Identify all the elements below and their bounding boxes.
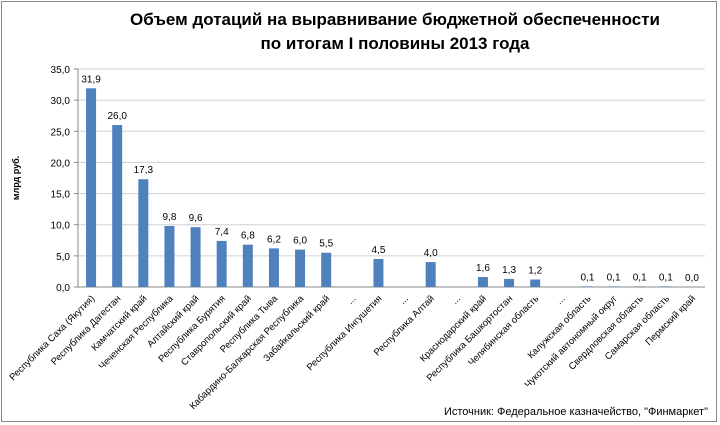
x-tick-label: ... <box>450 293 463 306</box>
data-label: 5,5 <box>319 239 333 250</box>
data-label: 0,1 <box>580 272 594 283</box>
bar <box>530 279 541 287</box>
data-label: 4,0 <box>424 248 438 259</box>
data-label: 17,3 <box>134 165 154 176</box>
data-label: 26,0 <box>107 111 127 122</box>
y-tick-label: 0,0 <box>56 283 70 294</box>
y-tick-label: 35,0 <box>51 65 71 76</box>
data-label: 6,8 <box>241 231 255 242</box>
y-tick-label: 10,0 <box>51 221 71 232</box>
bar <box>295 249 306 287</box>
data-label: 0,1 <box>659 272 673 283</box>
bar <box>216 240 227 287</box>
y-tick-label: 15,0 <box>51 190 71 201</box>
data-label: 1,2 <box>528 266 542 277</box>
data-label: 9,8 <box>162 212 176 223</box>
bar <box>608 286 619 287</box>
data-label: 9,6 <box>189 213 203 224</box>
bar <box>242 244 253 287</box>
bar <box>86 88 97 288</box>
data-label: 7,4 <box>215 227 229 238</box>
data-label: 1,6 <box>476 263 490 274</box>
data-label: 6,0 <box>293 236 307 247</box>
x-tick-label: ... <box>345 293 358 306</box>
bar <box>268 248 279 287</box>
y-tick-label: 25,0 <box>51 127 71 138</box>
data-label: 0,0 <box>685 273 699 284</box>
data-label: 6,2 <box>267 234 281 245</box>
bar <box>504 278 515 287</box>
y-tick-label: 20,0 <box>51 158 71 169</box>
data-label: 31,9 <box>81 74 101 85</box>
data-label: 0,1 <box>633 272 647 283</box>
bar <box>164 225 175 287</box>
bar <box>660 286 671 287</box>
y-tick-label: 5,0 <box>56 252 70 263</box>
bar <box>425 262 436 287</box>
bar <box>582 286 593 287</box>
bar <box>634 286 645 287</box>
bar <box>112 125 123 287</box>
chart-title: Объем дотаций на выравнивание бюджетной … <box>70 8 720 56</box>
x-tick-label: ... <box>397 293 410 306</box>
data-label: 0,1 <box>607 272 621 283</box>
y-tick-label: 30,0 <box>51 96 71 107</box>
bar <box>373 258 384 287</box>
bar <box>477 277 488 287</box>
data-label: 4,5 <box>371 245 385 256</box>
chart-title-line1: Объем дотаций на выравнивание бюджетной … <box>130 10 660 29</box>
bar <box>138 179 149 287</box>
data-label: 1,3 <box>502 265 516 276</box>
source-note: Источник: Федеральное казначейство, "Фин… <box>443 406 708 418</box>
x-tick-label: ... <box>554 293 567 306</box>
bar <box>321 252 332 287</box>
bar <box>190 227 201 287</box>
chart-title-line2: по итогам I половины 2013 года <box>260 34 530 53</box>
